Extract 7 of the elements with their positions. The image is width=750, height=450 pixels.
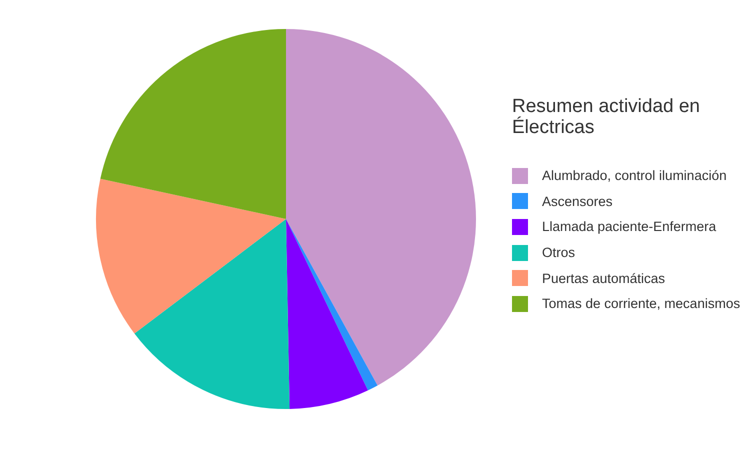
legend-label: Tomas de corriente, mecanismos [542, 296, 740, 312]
legend-label: Alumbrado, control iluminación [542, 168, 727, 184]
legend-label: Ascensores [542, 194, 613, 209]
legend-label: Otros [542, 245, 576, 260]
legend-label: Puertas automáticas [542, 270, 666, 286]
legend-label: Llamada paciente-Enfermera [542, 219, 716, 234]
legend-title: Resumen actividad en Électricas [512, 96, 701, 138]
